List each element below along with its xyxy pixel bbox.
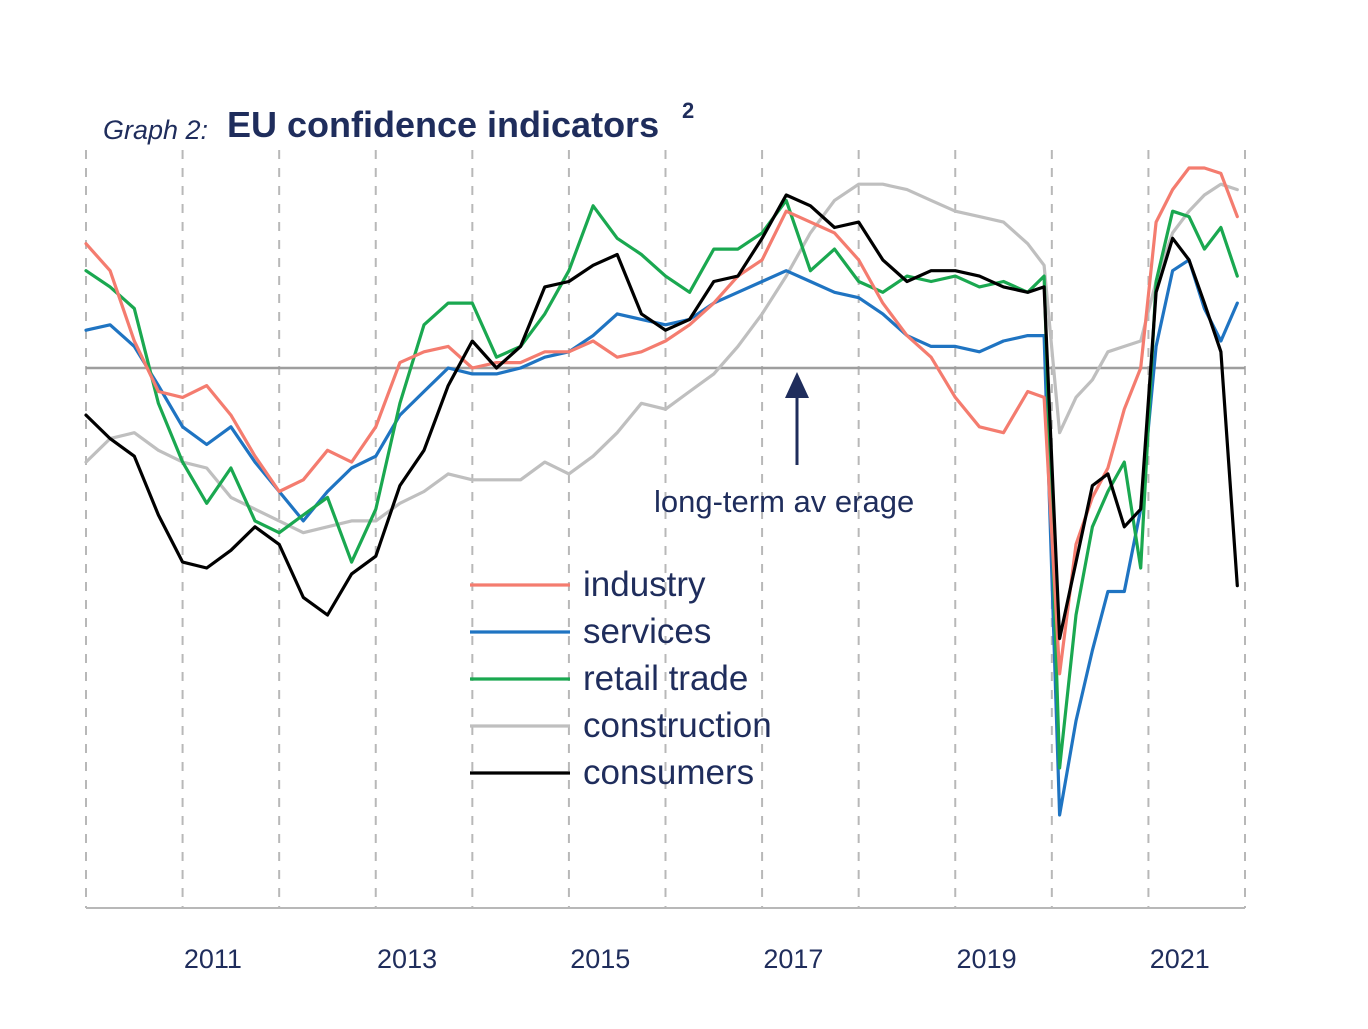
x-tick-label: 2019 [957, 944, 1017, 974]
legend-label: consumers [583, 753, 754, 792]
legend-label: construction [583, 706, 772, 745]
grid-lines [85, 150, 1246, 908]
x-tick-label: 2011 [184, 944, 242, 974]
x-tick-label: 2017 [763, 944, 823, 974]
chart-title: EU confidence indicators [227, 104, 659, 145]
series-line-construction [84, 182, 1239, 535]
chart-title-prefix: Graph 2: [103, 115, 208, 145]
chart-title-superscript: 2 [682, 98, 694, 123]
series-group [84, 166, 1239, 817]
reference-line-label: long-term av erage [654, 484, 914, 519]
series-line-industry [84, 166, 1239, 676]
reference-arrow-head [785, 372, 809, 398]
x-tick-label: 2015 [570, 944, 630, 974]
series-line-consumers [84, 193, 1239, 641]
legend: industry services retail trade construction… [470, 565, 772, 792]
series-line-retail-trade [84, 198, 1239, 770]
legend-label: retail trade [583, 659, 748, 698]
reference-line-group: long-term av erage [86, 366, 1245, 519]
legend-label: services [583, 612, 711, 651]
x-tick-label: 2013 [377, 944, 437, 974]
legend-label: industry [583, 565, 706, 604]
x-tick-label: 2021 [1150, 944, 1210, 974]
x-axis: 2011 2013 2015 2017 2019 2021 [86, 907, 1245, 974]
